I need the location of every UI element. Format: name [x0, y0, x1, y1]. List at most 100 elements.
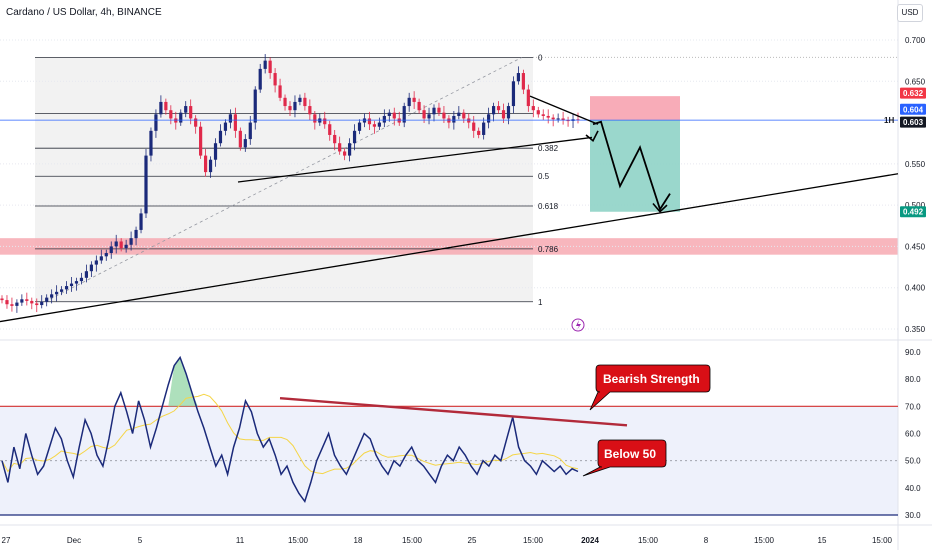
rsi-axis-tick: 60.0	[905, 430, 921, 439]
price-tag-box	[900, 103, 926, 115]
price-tag-label: 0.603	[903, 118, 924, 127]
projection-path	[592, 120, 671, 212]
candle-body	[10, 304, 14, 306]
price-tag-box	[900, 87, 926, 99]
candle-body	[238, 130, 242, 148]
candle-body	[283, 97, 287, 107]
candle-body	[407, 97, 411, 107]
resistance-zone	[0, 238, 898, 255]
rsi-axis-tick: 40.0	[905, 484, 921, 493]
candle-body	[531, 106, 535, 111]
candle-body	[278, 85, 282, 98]
candle-body	[5, 300, 9, 305]
candle-body	[506, 106, 511, 119]
candle-body	[536, 110, 540, 115]
candle-body	[417, 101, 421, 111]
candle-body	[397, 118, 401, 123]
candle-body	[223, 122, 228, 131]
candle-body	[387, 112, 391, 116]
time-axis-tick: 15:00	[523, 536, 544, 545]
candle-body	[203, 155, 208, 173]
candle-body	[318, 118, 322, 123]
candle-body	[40, 301, 44, 306]
candle-body	[189, 106, 193, 119]
candle-body	[482, 122, 486, 135]
candle-body	[422, 110, 426, 119]
candle-body	[64, 286, 69, 290]
candle-body	[159, 101, 163, 115]
lightning-icon	[571, 318, 585, 332]
candle-body	[50, 294, 54, 298]
candle-body	[25, 299, 29, 301]
overbought-fill	[168, 357, 198, 407]
candle-body	[79, 277, 84, 282]
time-axis-tick: 18	[354, 536, 363, 545]
time-axis-tick: 8	[704, 536, 709, 545]
bearish-strength-callout: Bearish Strength	[589, 364, 711, 411]
price-axis-tick: 0.400	[905, 284, 926, 293]
candle-body	[338, 143, 342, 152]
candle-body	[263, 60, 267, 69]
candle-body	[134, 229, 138, 239]
price-axis-tick: 0.550	[905, 160, 926, 169]
candle-body	[392, 112, 396, 119]
candle-body	[218, 130, 223, 144]
time-axis-tick: 15:00	[638, 536, 659, 545]
candle-body	[541, 114, 545, 116]
stop-loss-zone	[590, 96, 680, 121]
below-50-label: Below 50	[604, 447, 656, 461]
time-axis-tick: 15:00	[754, 536, 775, 545]
candle-body	[30, 300, 34, 304]
candle-body	[59, 289, 64, 292]
descending-trendline	[529, 95, 599, 125]
fib-level-label: 0	[538, 53, 543, 62]
candle-body	[367, 118, 372, 125]
candle-body	[328, 124, 332, 135]
candle-body	[89, 264, 93, 272]
candle-body	[333, 134, 337, 144]
candle-body	[501, 110, 506, 119]
rsi-axis-tick: 70.0	[905, 402, 921, 411]
candle-body	[467, 118, 471, 123]
candle-body	[491, 106, 496, 115]
candle-body	[129, 238, 133, 245]
candle-body	[472, 122, 476, 131]
price-axis-tick: 0.450	[905, 242, 926, 251]
fib-background-zone	[35, 57, 533, 302]
time-axis-tick: 15	[818, 536, 827, 545]
candle-body	[169, 110, 173, 119]
candle-body	[457, 112, 461, 116]
candle-body	[184, 106, 188, 113]
below-50-callout: Below 50	[582, 439, 667, 477]
time-axis-tick: 15:00	[288, 536, 309, 545]
rsi-line	[1, 355, 579, 504]
rsi-bearish-trendline	[279, 396, 628, 427]
candle-body	[308, 106, 312, 115]
candle-body	[452, 115, 456, 123]
candle-body	[402, 106, 406, 123]
candle-body	[45, 297, 49, 302]
candle-body	[496, 106, 501, 111]
candle-body	[516, 73, 521, 82]
candle-body	[15, 302, 19, 306]
candle-body	[174, 118, 178, 123]
fib-level-label: 0.5	[538, 172, 550, 181]
fib-level-label: 0.618	[538, 202, 559, 211]
candle-body	[35, 303, 39, 306]
candle-body	[343, 151, 347, 156]
time-axis-tick: Dec	[67, 536, 81, 545]
candle-body	[208, 159, 213, 173]
candle-body	[303, 97, 307, 107]
candle-body	[253, 89, 257, 123]
fib-level-label: 1	[538, 298, 543, 307]
time-axis-tick: 15:00	[402, 536, 423, 545]
candle-body	[288, 106, 292, 111]
candle-body	[114, 241, 118, 247]
candle-body	[487, 114, 491, 123]
currency-button[interactable]: USD	[897, 4, 923, 22]
candle-body	[149, 130, 153, 156]
candle-body	[546, 115, 550, 118]
candle-body	[144, 155, 148, 214]
rising-trendline	[237, 136, 593, 183]
